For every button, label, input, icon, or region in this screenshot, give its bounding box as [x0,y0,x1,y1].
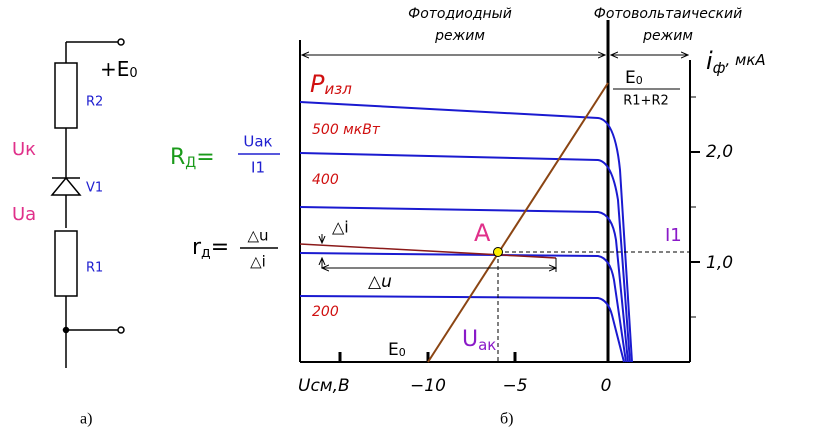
v1: V1 [86,181,103,196]
e0-num: E0 [625,68,643,88]
ua: Uа [12,204,36,225]
construction [322,234,690,362]
delta-i: △i [332,218,349,237]
e0-den: R1+R2 [623,94,669,109]
curve-label: 500 мкВт [312,122,381,138]
point-a [493,247,503,257]
x-tick-label: −5 [502,376,527,396]
circuit [50,38,125,368]
mode-left: режим [434,28,485,44]
mode-right: режим [642,28,693,44]
power: Pизл [310,70,352,98]
rd-big-den: I1 [251,159,265,177]
x-tick-label: −10 [410,376,446,396]
axes [299,20,700,363]
mode-right: Фотовольтаический [594,6,742,22]
caption-a: а) [80,411,92,428]
y-tick-label: 1,0 [706,253,733,273]
supply: +E0 [100,57,138,81]
rd-big: RД= [170,145,215,171]
r1: R1 [86,261,103,276]
x-axis-title: Uсм,В [298,376,350,396]
r2: R2 [86,95,103,110]
e0: E0 [388,340,406,360]
mode-left: Фотодиодный [408,6,512,22]
curve-label: 400 [312,172,339,188]
x-tick-label: 0 [601,376,612,396]
caption-b: б) [500,411,513,428]
rd-small: rд= [192,235,229,261]
y-tick-label: 2,0 [706,142,733,162]
tangent [299,243,557,259]
point-label: A [474,219,491,247]
y-axis-title: iф, мкА [706,47,766,77]
rd-big-num: Uак [243,133,272,151]
uk: Uк [12,139,36,160]
load-line [427,82,609,363]
uak: Uак [462,327,496,354]
rd-small-den: △i [250,253,266,271]
curve-label: 200 [312,304,339,320]
curves [299,101,633,363]
rd-small-num: △u [247,227,268,245]
delta-u: △u [368,272,392,292]
i1-label: I1 [665,225,682,246]
